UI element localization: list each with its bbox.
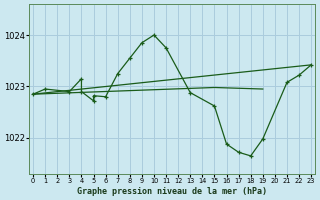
X-axis label: Graphe pression niveau de la mer (hPa): Graphe pression niveau de la mer (hPa): [77, 187, 267, 196]
